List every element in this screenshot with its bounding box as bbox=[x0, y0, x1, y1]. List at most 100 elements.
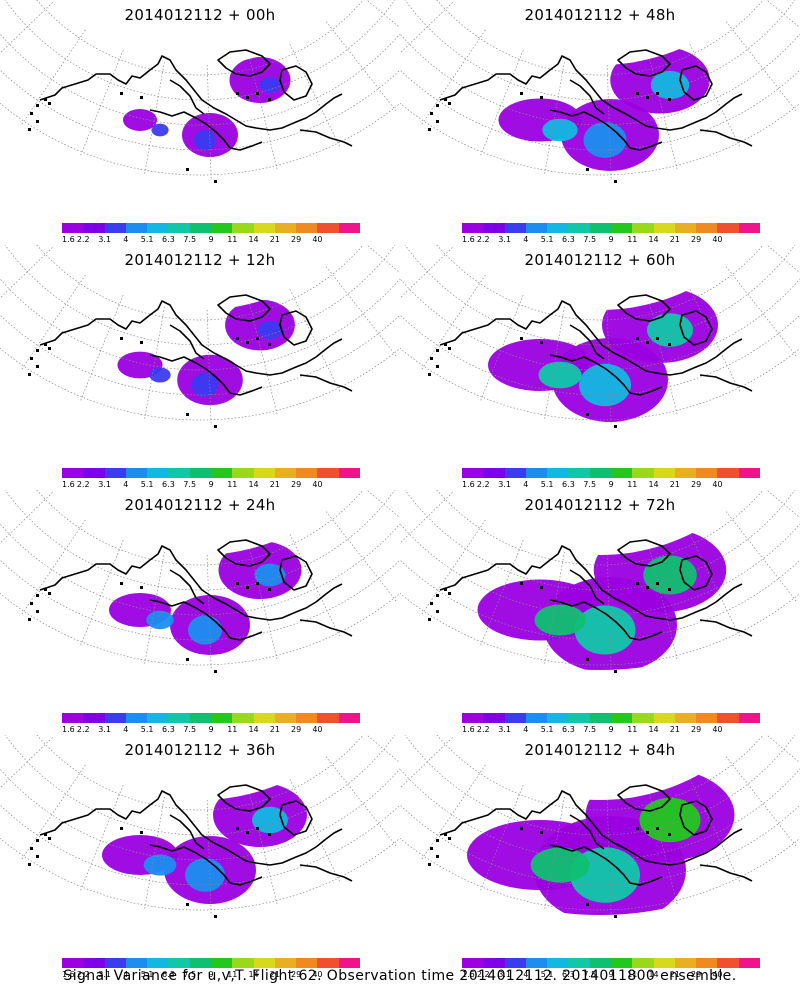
island bbox=[268, 343, 271, 346]
island bbox=[28, 373, 31, 376]
colorbar-label: 14 bbox=[648, 480, 659, 489]
colorbar-label: 21 bbox=[269, 970, 280, 979]
coastline bbox=[569, 324, 605, 360]
graticule-meridian bbox=[689, 779, 741, 883]
graticule-meridian bbox=[366, 735, 400, 764]
colorbar-label: 2.2 bbox=[76, 480, 90, 489]
colorbar-swatch bbox=[168, 468, 190, 478]
colorbar-label: 5.1 bbox=[140, 970, 154, 979]
colorbar-swatch bbox=[317, 468, 339, 478]
island bbox=[428, 863, 431, 866]
colorbar-swatch bbox=[147, 958, 169, 968]
island bbox=[256, 337, 259, 340]
colorbar-swatch bbox=[525, 468, 548, 478]
graticule-parallel bbox=[0, 559, 400, 641]
colorbar-labels: 1.6 2.2 3.1 4 5.1 6.3 7.5 9 11 14 21 29 40 bbox=[462, 725, 760, 737]
variance-region bbox=[259, 77, 281, 93]
island bbox=[186, 413, 189, 416]
panel-title: 2014012112 + 48h bbox=[524, 6, 676, 24]
colorbar-swatch bbox=[253, 958, 275, 968]
colorbar-label: 1.6 bbox=[462, 480, 475, 489]
colorbar-label: 6.3 bbox=[562, 480, 575, 489]
graticule-parallel bbox=[0, 837, 400, 911]
island bbox=[36, 855, 39, 858]
coastline bbox=[279, 800, 313, 836]
colorbar-label: 4 bbox=[123, 480, 129, 489]
colorbar-swatch bbox=[210, 958, 233, 968]
island bbox=[436, 610, 439, 613]
colorbar-label: 2.2 bbox=[76, 725, 90, 734]
colorbar-label: 11 bbox=[227, 725, 238, 734]
island bbox=[656, 827, 659, 830]
colorbar-swatch bbox=[547, 223, 569, 233]
graticule-meridian bbox=[144, 306, 165, 421]
colorbar-swatch bbox=[483, 468, 505, 478]
colorbar-swatch bbox=[738, 713, 760, 723]
island bbox=[448, 837, 451, 840]
colorbar-labels: 1.6 2.2 3.1 4 5.1 6.3 7.5 9 11 14 21 29 40 bbox=[62, 970, 360, 982]
colorbar-label: 3.1 bbox=[98, 235, 111, 244]
colorbar-label: 4 bbox=[523, 480, 529, 489]
island bbox=[614, 670, 617, 673]
graticule-meridian bbox=[766, 0, 800, 29]
graticule-meridian bbox=[689, 289, 741, 393]
forecast-map bbox=[0, 490, 400, 673]
colorbar-swatch bbox=[504, 958, 526, 968]
colorbar-swatch bbox=[189, 223, 211, 233]
graticule-meridian bbox=[325, 756, 398, 848]
colorbar-swatch bbox=[168, 223, 190, 233]
forecast-map bbox=[0, 0, 400, 183]
graticule-meridian bbox=[544, 796, 565, 911]
graticule-meridian bbox=[206, 799, 212, 915]
graticule-parallel bbox=[36, 490, 364, 566]
graticule-meridian bbox=[479, 784, 524, 892]
colorbar-swatch bbox=[462, 468, 484, 478]
colorbar-label: 40 bbox=[312, 970, 323, 979]
colorbar-swatch bbox=[317, 713, 339, 723]
graticule-meridian bbox=[289, 44, 341, 148]
island bbox=[30, 602, 33, 605]
colorbar-swatch bbox=[210, 713, 233, 723]
island bbox=[30, 112, 33, 115]
coastline bbox=[149, 354, 263, 396]
island bbox=[28, 128, 31, 131]
colorbar-swatch bbox=[696, 468, 718, 478]
island bbox=[614, 915, 617, 918]
colorbar-label: 6.3 bbox=[162, 725, 175, 734]
colorbar-swatch bbox=[125, 223, 148, 233]
island bbox=[428, 373, 431, 376]
coastline bbox=[299, 374, 353, 392]
island bbox=[28, 863, 31, 866]
graticule-parallel bbox=[436, 245, 764, 321]
colorbar-swatch bbox=[738, 223, 760, 233]
colorbar-swatch bbox=[483, 713, 505, 723]
variance-region bbox=[647, 313, 693, 347]
colorbar-swatch bbox=[62, 958, 84, 968]
colorbar-label: 5.1 bbox=[540, 235, 554, 244]
colorbar-label: 3.1 bbox=[98, 480, 111, 489]
colorbar-label: 4 bbox=[123, 235, 129, 244]
coastline bbox=[439, 300, 743, 376]
graticule-parallel bbox=[400, 102, 800, 176]
island bbox=[48, 347, 51, 350]
colorbar-label: 5.1 bbox=[140, 235, 154, 244]
island bbox=[246, 586, 249, 589]
colorbar-label: 5.1 bbox=[540, 970, 554, 979]
colorbar-label: 14 bbox=[648, 235, 659, 244]
island bbox=[436, 855, 439, 858]
colorbar-swatch bbox=[232, 223, 254, 233]
colorbar-label: 40 bbox=[712, 970, 723, 979]
graticule-meridian bbox=[766, 490, 800, 519]
island bbox=[214, 425, 217, 428]
island bbox=[636, 337, 639, 340]
colorbar-label: 21 bbox=[269, 725, 280, 734]
graticule-meridian bbox=[249, 58, 278, 171]
coastline bbox=[439, 55, 743, 131]
colorbar-label: 1.6 bbox=[62, 235, 75, 244]
colorbar-label: 7.5 bbox=[583, 725, 597, 734]
graticule-meridian bbox=[766, 245, 800, 274]
graticule-parallel bbox=[404, 245, 796, 346]
colorbar-label: 5.1 bbox=[540, 725, 554, 734]
island bbox=[44, 588, 47, 591]
colorbar-label: 9 bbox=[208, 235, 214, 244]
